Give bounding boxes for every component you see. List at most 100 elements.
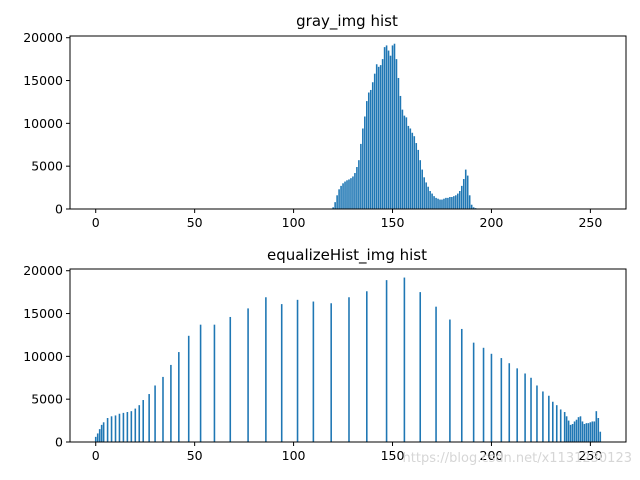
histogram-bar — [360, 143, 362, 209]
histogram-bar — [162, 376, 164, 442]
histogram-bar — [346, 180, 348, 209]
histogram-bar — [536, 385, 538, 442]
histogram-bar — [407, 125, 410, 209]
x-tick-label: 200 — [480, 215, 504, 230]
histogram-bar — [187, 335, 190, 442]
histogram-bar — [591, 421, 594, 442]
histogram-bar — [401, 109, 404, 209]
histogram-bar — [453, 196, 455, 209]
histogram-bar — [445, 197, 447, 209]
equalizehist-img-histogram: equalizeHist_img hist 0 50 100 150 200 250 0 50… — [23, 246, 627, 463]
histogram-bar — [170, 364, 172, 442]
histogram-bar — [336, 195, 338, 209]
histogram-bar — [399, 95, 402, 209]
histogram-bar — [385, 45, 388, 209]
histogram-bar — [455, 195, 457, 209]
histogram-bar — [106, 418, 109, 442]
histogram-bar — [387, 50, 390, 210]
x-tick-label: 0 — [92, 448, 100, 463]
histogram-bar — [397, 77, 400, 209]
histogram-bar — [330, 303, 332, 442]
histogram-bar — [466, 175, 469, 209]
histogram-bar — [417, 149, 420, 209]
y-tick-label: 15000 — [23, 306, 63, 321]
histogram-bar — [385, 280, 388, 442]
y-tick-label: 10000 — [23, 349, 63, 364]
histogram-bar — [375, 64, 378, 209]
histogram-bar — [413, 136, 416, 209]
histogram-bar — [457, 193, 459, 209]
histogram-bar — [441, 199, 443, 209]
x-tick-label: 50 — [187, 215, 203, 230]
histogram-bar — [334, 202, 336, 209]
histogram-bar — [377, 66, 380, 209]
histogram-bar — [358, 160, 360, 209]
histogram-bar — [134, 408, 137, 442]
histogram-bar — [589, 422, 592, 442]
histogram-bar — [524, 373, 526, 442]
plot-frame — [69, 268, 627, 443]
histogram-bar — [460, 328, 463, 442]
histogram-bar — [542, 391, 544, 442]
histogram-bar — [381, 59, 384, 210]
histogram-bar — [500, 358, 503, 442]
histogram-bar — [433, 196, 435, 209]
histogram-bar — [130, 411, 133, 442]
histogram-bar — [593, 421, 596, 442]
histogram-bar — [364, 116, 366, 209]
histogram-bar — [415, 143, 418, 209]
histogram-bar — [421, 169, 423, 209]
histogram-bar — [569, 424, 572, 442]
histogram-bar — [429, 191, 431, 209]
histogram-bar — [342, 183, 344, 209]
histogram-bar — [96, 433, 99, 442]
histogram-bar — [338, 189, 340, 209]
histogram-bar — [247, 308, 249, 442]
histogram-bar — [348, 179, 350, 209]
histogram-bar — [449, 197, 451, 209]
histogram-bar — [464, 169, 467, 209]
histogram-bar — [391, 45, 394, 209]
histogram-bar — [340, 185, 342, 209]
histogram-bar — [296, 299, 299, 442]
gray-img-histogram: gray_img hist 0 50 100 150 200 250 0 5000 10000 1… — [23, 12, 627, 230]
histogram-bar — [122, 412, 125, 442]
histogram-bar — [435, 306, 437, 442]
watermark-text: https://blog.csdn.net/x1131230123 — [402, 451, 632, 466]
chart-title: gray_img hist — [296, 12, 398, 31]
x-tick-label: 250 — [578, 448, 602, 463]
histogram-bar — [362, 128, 364, 209]
histogram-bar — [439, 199, 441, 209]
histogram-bar — [356, 167, 358, 209]
histogram-bar — [573, 421, 576, 442]
histogram-bar — [583, 424, 586, 442]
histogram-bar — [142, 400, 144, 442]
histogram-bar — [470, 204, 473, 209]
histogram-bar — [138, 405, 141, 442]
histogram-bar — [118, 413, 121, 442]
histogram-bar — [405, 117, 408, 209]
histogram-bar — [403, 115, 406, 209]
histogram-bar — [443, 198, 445, 209]
histogram-bar — [599, 431, 602, 442]
histogram-bar — [94, 436, 97, 442]
histogram-bar — [579, 416, 582, 442]
histogram-bar — [395, 59, 398, 210]
histogram-bar — [199, 324, 202, 442]
y-tick-label: 5000 — [31, 392, 63, 407]
histogram-bar — [419, 160, 422, 209]
histogram-bar — [427, 186, 429, 209]
y-tick-label: 20000 — [23, 30, 63, 45]
y-tick-label: 0 — [55, 202, 63, 217]
histogram-bar — [435, 197, 437, 209]
histogram-bar — [265, 297, 267, 442]
histogram-bar — [373, 73, 376, 210]
histogram-bar — [559, 409, 562, 442]
x-tick-label: 200 — [480, 448, 504, 463]
y-tick-label: 0 — [55, 435, 63, 450]
histogram-bar — [571, 424, 574, 442]
histogram-bar — [508, 363, 511, 442]
x-tick-label: 150 — [381, 215, 405, 230]
histogram-bar — [548, 395, 550, 442]
